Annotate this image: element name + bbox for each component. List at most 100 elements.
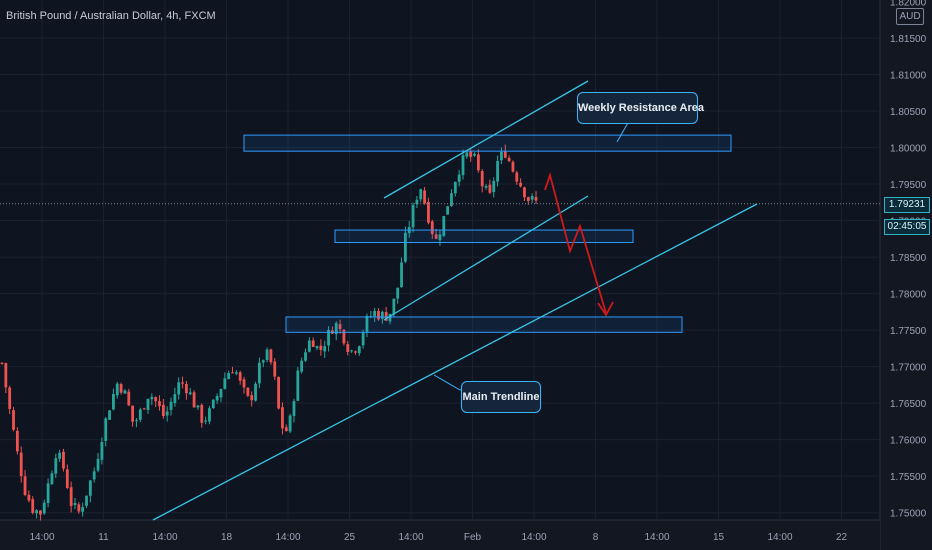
candle-body[interactable] [177,382,181,395]
candle-body[interactable] [196,405,200,408]
candle-body[interactable] [15,430,19,452]
candle-body[interactable] [181,382,184,384]
candle-body[interactable] [39,510,42,515]
time-axis[interactable] [0,520,880,550]
candle-body[interactable] [158,401,161,407]
candle-body[interactable] [354,351,357,353]
candle-body[interactable] [96,458,100,471]
forecast-path[interactable] [544,171,607,314]
candle-body[interactable] [492,180,496,193]
candle-body[interactable] [515,172,519,182]
candle-body[interactable] [396,287,400,299]
candle-body[interactable] [119,384,123,393]
candle-body[interactable] [154,397,158,402]
candle-body[interactable] [12,410,15,430]
zone-rectangle[interactable] [334,229,634,243]
candle-body[interactable] [307,340,311,352]
candle-body[interactable] [246,387,250,396]
candle-body[interactable] [327,329,330,346]
candle-body[interactable] [211,399,215,409]
candle-body[interactable] [88,480,92,496]
candle-body[interactable] [503,151,507,158]
candle-body[interactable] [315,346,319,349]
candle-body[interactable] [231,372,234,374]
candle-body[interactable] [65,469,69,489]
zone-rectangle[interactable] [243,134,732,152]
candle-body[interactable] [461,155,465,176]
candle-body[interactable] [234,372,238,374]
candle-body[interactable] [219,389,223,398]
candle-body[interactable] [288,415,292,432]
candle-body[interactable] [530,196,534,200]
candle-body[interactable] [373,310,377,317]
candle-body[interactable] [77,504,81,512]
candle-body[interactable] [357,346,361,354]
candle-body[interactable] [281,407,284,429]
candle-body[interactable] [427,201,430,223]
candle-body[interactable] [304,352,307,361]
zone-rectangle[interactable] [285,316,683,333]
candle-body[interactable] [204,420,208,422]
candle-body[interactable] [465,152,469,157]
candle-body[interactable] [380,311,384,319]
candle-body[interactable] [511,161,515,172]
candle-body[interactable] [200,404,204,423]
candle-body[interactable] [423,190,426,204]
candle-body[interactable] [496,160,499,182]
resistance-callout[interactable]: Weekly Resistance Area [577,92,704,124]
candle-body[interactable] [523,187,526,198]
candle-body[interactable] [8,387,12,409]
candle-body[interactable] [188,392,192,395]
candle-body[interactable] [469,151,473,157]
candle-body[interactable] [400,262,403,288]
candle-body[interactable] [112,393,115,410]
candle-body[interactable] [434,234,438,239]
candle-body[interactable] [377,310,380,320]
candle-body[interactable] [27,494,31,501]
candle-body[interactable] [442,216,446,236]
candle-body[interactable] [473,153,476,156]
candle-body[interactable] [507,157,511,162]
candle-body[interactable] [19,452,23,477]
candle-body[interactable] [138,409,142,420]
candle-body[interactable] [334,323,338,335]
candle-body[interactable] [123,390,127,394]
candle-body[interactable] [457,174,461,182]
candle-body[interactable] [346,344,350,352]
candle-body[interactable] [115,383,119,396]
trendline-callout[interactable]: Main Trendline [461,381,541,413]
candle-body[interactable] [350,350,353,352]
candle-body[interactable] [519,182,523,187]
candle-body[interactable] [319,345,323,350]
candle-body[interactable] [208,408,211,422]
candle-body[interactable] [69,487,73,507]
candle-body[interactable] [480,171,484,187]
candle-body[interactable] [526,197,530,201]
candle-body[interactable] [127,391,131,406]
candle-body[interactable] [365,315,369,333]
candle-body[interactable] [476,154,480,171]
price-axis[interactable] [880,0,932,550]
candle-body[interactable] [42,502,46,514]
candle-body[interactable] [131,405,135,422]
candle-body[interactable] [150,396,154,400]
candle-body[interactable] [223,378,227,389]
candle-body[interactable] [411,205,415,228]
candle-body[interactable] [388,313,392,322]
candle-body[interactable] [62,451,65,469]
candle-body[interactable] [500,151,503,161]
candle-body[interactable] [300,360,304,372]
candle-body[interactable] [453,181,457,194]
candle-body[interactable] [250,395,254,401]
candle-body[interactable] [415,199,419,205]
candle-body[interactable] [257,362,261,384]
candle-body[interactable] [430,221,434,235]
candle-body[interactable] [58,452,62,459]
candle-body[interactable] [50,473,54,485]
candle-body[interactable] [146,398,150,410]
candle-body[interactable] [284,427,288,432]
candle-body[interactable] [100,442,104,460]
candle-body[interactable] [269,349,273,363]
channel-lower-line[interactable] [383,195,589,321]
